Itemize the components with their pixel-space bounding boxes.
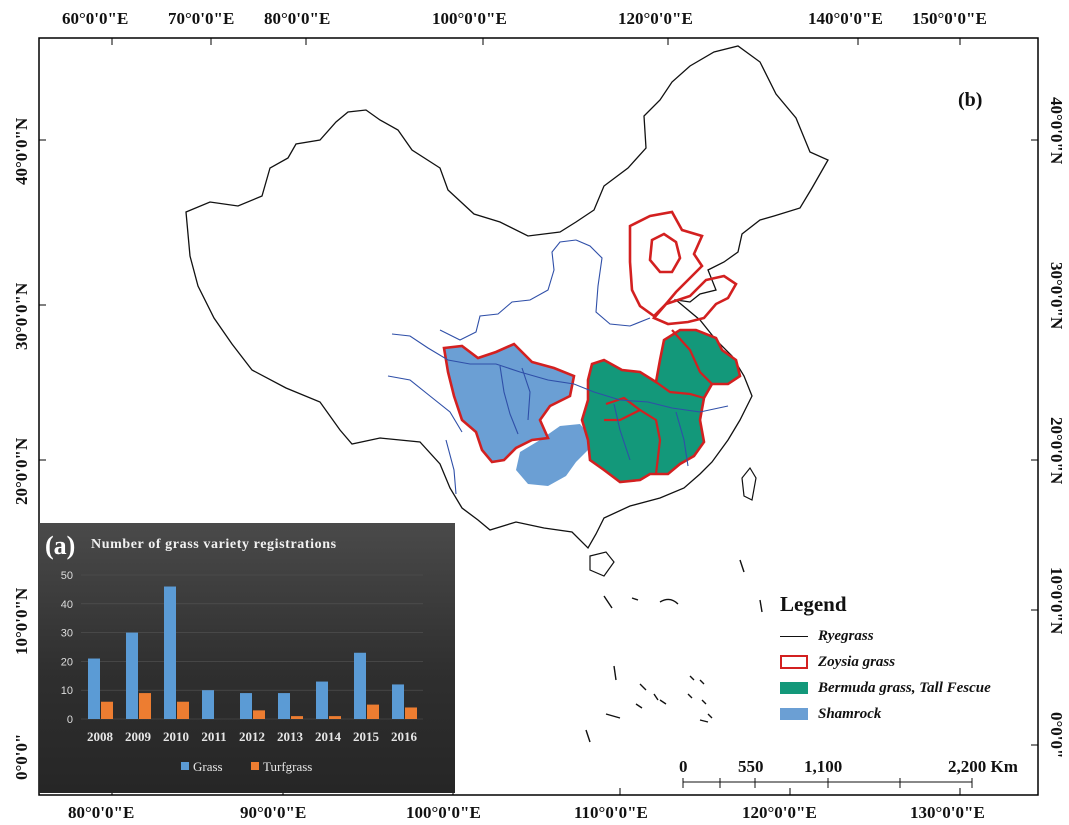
bar-turfgrass-2015 [367,704,379,719]
legend-item-zoysia: Zoysia grass [780,652,895,672]
scale-label-2200: 2,200 Km [948,757,1018,776]
bottom-lon-80: 80°0'0"E [68,803,134,822]
top-lon-150: 150°0'0"E [912,9,987,28]
right-lat-40: 40°0'0"N [1047,97,1066,165]
map-frame [38,37,1039,796]
shamrock-fill-swatch [780,708,808,720]
legend-label-turfgrass: Turfgrass [263,759,312,774]
ryegrass-line-swatch [780,635,808,637]
bar-turfgrass-2008 [101,701,113,719]
frame-ticks [39,38,1038,795]
panel-tag-b: (b) [958,89,982,111]
bar-turfgrass-2009 [139,693,151,719]
bottom-lon-110: 110°0'0"E [574,803,648,822]
legend-label-zoysia: Zoysia grass [818,653,896,670]
y-tick-label: 50 [61,570,73,582]
x-tick-label: 2011 [201,729,226,744]
legend-label-bermuda: Bermuda grass, Tall Fescue [818,679,991,696]
taiwan-island [741,466,757,501]
bar-grass-2010 [164,586,176,719]
y-tick-label: 10 [61,685,73,697]
x-tick-label: 2014 [315,729,342,744]
legend-label-grass: Grass [193,759,223,774]
right-lat-30: 30°0'0"N [1047,262,1066,330]
map-legend: Legend Ryegrass Zoysia grass Bermuda gra… [778,590,1048,740]
scale-label-550: 550 [738,757,764,776]
inset-chart-panel: (a) Number of grass variety registration… [39,523,455,793]
bottom-lon-120: 120°0'0"E [742,803,817,822]
x-tick-label: 2009 [125,729,152,744]
bar-grass-2014 [316,681,328,719]
bottom-lon-130: 130°0'0"E [910,803,985,822]
y-tick-label: 0 [67,714,73,726]
hainan-island [589,551,615,577]
top-lon-70: 70°0'0"E [168,9,234,28]
left-lat-10: 10°0'0"N [12,587,31,655]
bar-grass-2015 [354,652,366,719]
legend-item-ryegrass: Ryegrass [780,626,874,646]
rivers [387,239,729,495]
bar-grass-2012 [240,693,252,719]
bottom-lon-90: 90°0'0"E [240,803,306,822]
right-lat-0: 0°0'0" [1047,712,1066,758]
x-tick-label: 2013 [277,729,304,744]
bar-turfgrass-2013 [291,716,303,719]
bar-turfgrass-2014 [329,716,341,719]
bar-turfgrass-2010 [177,701,189,719]
zoysia-shamrock-region [442,342,576,464]
shamrock-region [516,424,590,486]
top-lon-100: 100°0'0"E [432,9,507,28]
inset-chart-title: Number of grass variety registrations [91,537,337,552]
top-lon-80: 80°0'0"E [264,9,330,28]
bottom-lon-100: 100°0'0"E [406,803,481,822]
y-tick-label: 40 [61,599,73,611]
legend-label-shamrock: Shamrock [818,705,882,722]
scale-label-0: 0 [679,757,688,776]
bar-grass-2013 [278,693,290,719]
legend-title: Legend [780,592,847,616]
y-tick-label: 20 [61,656,73,668]
left-lat-30: 30°0'0"N [12,282,31,350]
top-lon-60: 60°0'0"E [62,9,128,28]
panel-tag-a: (a) [45,531,76,560]
legend-item-shamrock: Shamrock [780,704,881,724]
legend-swatch-turfgrass [251,762,259,770]
bar-grass-2016 [392,684,404,719]
bar-grass-2011 [202,690,214,719]
y-tick-label: 30 [61,628,73,640]
scale-label-1100: 1,100 [804,757,842,776]
bar-grass-2009 [126,632,138,719]
bar-turfgrass-2012 [253,710,265,719]
left-lat-0: 0°0'0" [12,734,31,780]
x-tick-label: 2016 [391,729,418,744]
left-lat-20: 20°0'0"N [12,437,31,505]
bermuda-borders [604,329,713,475]
legend-swatch-grass [181,762,189,770]
scale-bar [682,778,973,788]
right-lat-10: 10°0'0"N [1047,567,1066,635]
right-lat-20: 20°0'0"N [1047,417,1066,485]
x-tick-label: 2010 [163,729,189,744]
bar-turfgrass-2016 [405,707,417,719]
left-lat-40: 40°0'0"N [12,117,31,185]
legend-item-bermuda: Bermuda grass, Tall Fescue [780,678,991,698]
x-tick-label: 2015 [353,729,380,744]
sea-islands [585,559,763,743]
top-lon-140: 140°0'0"E [808,9,883,28]
zoysia-outline-swatch [780,655,808,669]
bermuda-fill-swatch [780,682,808,694]
legend-label-ryegrass: Ryegrass [818,627,874,644]
x-tick-label: 2008 [87,729,114,744]
zoysia-north [628,210,738,326]
top-lon-120: 120°0'0"E [618,9,693,28]
x-tick-label: 2012 [239,729,265,744]
china-outline [185,45,829,550]
bar-grass-2008 [88,658,100,719]
